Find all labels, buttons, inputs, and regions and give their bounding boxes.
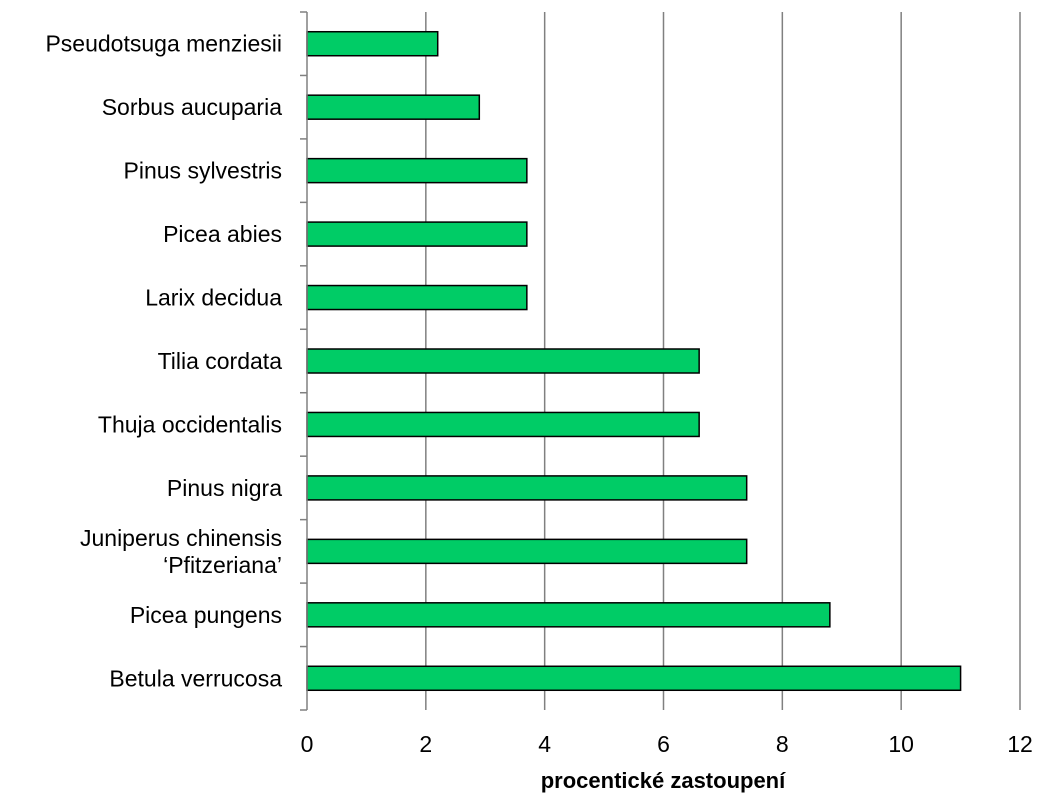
x-tick-labels: 0 2 4 6 8 10 12 — [301, 731, 1033, 757]
category-label-line: Betula verrucosa — [109, 665, 282, 691]
x-tick-label: 2 — [419, 731, 432, 757]
category-label: Betula verrucosa — [109, 665, 282, 691]
category-label-line: Pseudotsuga menziesii — [45, 31, 282, 57]
bar — [306, 602, 831, 628]
x-tick-label: 12 — [1007, 731, 1033, 757]
category-label-line: Sorbus aucuparia — [102, 94, 282, 120]
x-tick-label: 0 — [301, 731, 314, 757]
x-tick-label: 10 — [888, 731, 914, 757]
category-label: Thuja occidentalis — [98, 411, 282, 437]
category-label-line: Picea pungens — [130, 602, 282, 628]
bar — [306, 30, 439, 57]
bar — [306, 538, 748, 565]
category-label-line: Pinus sylvestris — [124, 158, 282, 184]
category-label: Pseudotsuga menziesii — [45, 31, 282, 57]
category-label: Juniperus chinensis ‘Pfitzeriana’ — [80, 525, 282, 578]
y-axis — [300, 11, 308, 711]
bar — [306, 348, 700, 374]
bar — [306, 94, 481, 120]
category-label-line: ‘Pfitzeriana’ — [163, 552, 282, 578]
bar — [306, 157, 528, 184]
category-label: Picea abies — [163, 221, 282, 247]
x-tick-label: 8 — [776, 731, 789, 757]
bars — [306, 30, 962, 692]
category-label-line: Pinus nigra — [167, 475, 282, 501]
category-label: Picea pungens — [130, 602, 282, 628]
category-label-line: Thuja occidentalis — [98, 411, 282, 437]
category-label: Tilia cordata — [158, 348, 283, 374]
bar — [306, 665, 962, 692]
bar — [306, 284, 528, 311]
x-tick-label: 4 — [538, 731, 551, 757]
bar — [306, 221, 528, 247]
bar — [306, 475, 748, 501]
category-label-line: Juniperus chinensis — [80, 525, 282, 551]
x-axis-title: procentické zastoupení — [541, 768, 786, 793]
category-labels: Pseudotsuga menziesii Sorbus aucuparia Pin… — [45, 31, 282, 692]
category-label-line: Larix decidua — [145, 285, 282, 311]
category-label-line: Picea abies — [163, 221, 282, 247]
category-label: Pinus sylvestris — [124, 158, 282, 184]
category-label: Larix decidua — [145, 285, 282, 311]
category-label: Sorbus aucuparia — [102, 94, 282, 120]
bar — [306, 411, 700, 438]
x-tick-label: 6 — [657, 731, 670, 757]
category-label-line: Tilia cordata — [158, 348, 283, 374]
category-label: Pinus nigra — [167, 475, 282, 501]
